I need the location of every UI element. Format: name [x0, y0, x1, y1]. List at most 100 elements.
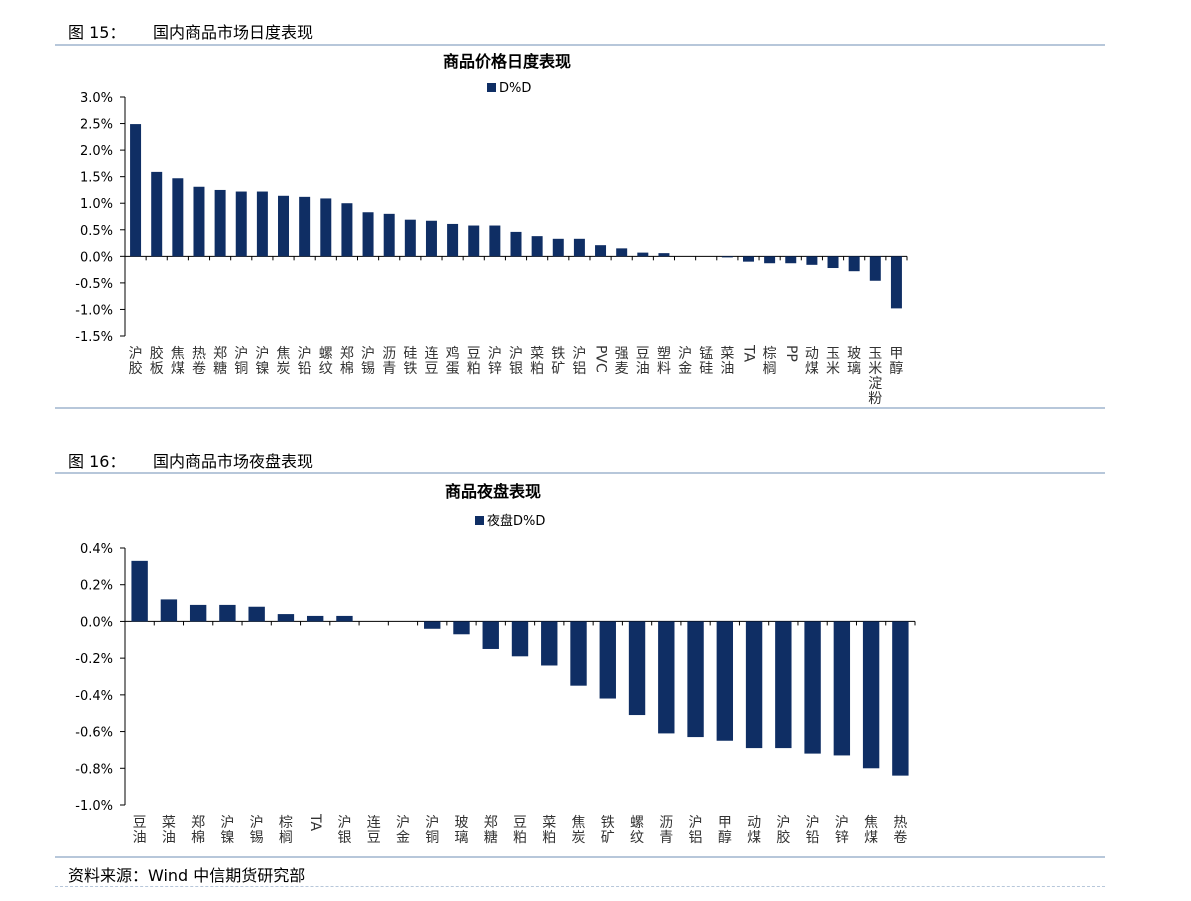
- x-tick-label: 沪银: [509, 346, 523, 377]
- bar: [541, 621, 558, 666]
- bar: [804, 621, 821, 754]
- bar: [628, 621, 646, 716]
- x-tick-label: 沥青: [659, 815, 673, 846]
- bar: [687, 621, 704, 738]
- bar: [833, 621, 851, 756]
- x-tick-label: 沪银: [337, 815, 351, 846]
- x-tick-label: 硅铁: [403, 346, 417, 377]
- bar: [658, 621, 675, 734]
- bar: [341, 203, 353, 257]
- x-tick-label: 郑棉: [340, 346, 354, 377]
- y-tick-label: 2.0%: [80, 144, 113, 159]
- x-tick-label: 焦煤: [864, 815, 878, 846]
- y-tick-label: -0.8%: [75, 762, 113, 777]
- legend-label: 夜盘D%D: [487, 513, 545, 529]
- bar: [214, 189, 226, 257]
- x-tick-label: 甲醇: [718, 815, 732, 846]
- bar: [482, 621, 499, 649]
- bar: [362, 212, 374, 257]
- bar: [424, 621, 441, 629]
- bar: [552, 238, 564, 257]
- figure-15-number: 图 15：: [68, 23, 126, 42]
- x-tick-label: 沪铜: [234, 346, 248, 377]
- x-tick-label: 沪胶: [129, 346, 143, 377]
- x-tick-label: 连豆: [424, 346, 438, 377]
- x-tick-label: 玉米: [826, 346, 840, 377]
- bar: [256, 191, 268, 257]
- x-tick-label: 动煤: [747, 815, 761, 846]
- x-tick-label: 胶板: [150, 345, 164, 377]
- x-tick-label: 热卷: [192, 346, 206, 377]
- bar: [248, 606, 265, 622]
- bar: [869, 256, 881, 281]
- x-tick-label: 郑糖: [213, 346, 227, 377]
- bar: [806, 256, 818, 265]
- x-tick-label: 沪铝: [572, 346, 586, 377]
- bar: [764, 256, 776, 264]
- x-tick-label: PP: [783, 345, 799, 362]
- x-tick-label: 沪锌: [835, 815, 849, 846]
- x-tick-label: 锰硅: [699, 346, 713, 377]
- source-note: 资料来源：Wind 中信期货研究部: [68, 866, 306, 885]
- x-tick-label: 棕榈: [279, 815, 293, 846]
- x-tick-label: 焦炭: [277, 346, 291, 377]
- x-tick-label: 铁矿: [551, 346, 565, 377]
- y-tick-label: 0.0%: [80, 250, 113, 265]
- y-tick-label: -0.5%: [75, 277, 113, 292]
- x-tick-label: 甲醇: [889, 346, 903, 377]
- bar: [599, 621, 616, 699]
- x-tick-label: 菜粕: [530, 346, 544, 377]
- bar: [716, 621, 734, 741]
- x-tick-label: 菜粕: [542, 815, 556, 846]
- figure-16-bottom-rule: [55, 856, 1105, 858]
- bar: [383, 213, 395, 257]
- x-tick-label: 豆粕: [467, 346, 481, 377]
- y-tick-label: -0.2%: [75, 652, 113, 667]
- bar: [745, 621, 763, 749]
- x-tick-label: 沪金: [678, 346, 692, 377]
- x-tick-label: 沪锡: [250, 815, 264, 846]
- y-tick-label: 0.0%: [80, 615, 113, 630]
- bar: [172, 178, 184, 257]
- y-tick-label: 0.5%: [80, 224, 113, 239]
- bar: [453, 621, 470, 635]
- bar: [511, 621, 529, 657]
- bar: [336, 615, 353, 622]
- bar: [277, 614, 295, 622]
- x-tick-label: 沪锌: [488, 346, 502, 377]
- y-tick-label: 2.5%: [80, 118, 113, 133]
- x-tick-label: 豆粕: [513, 815, 527, 846]
- bar: [320, 198, 332, 257]
- bar: [848, 256, 860, 272]
- bar: [299, 196, 311, 257]
- x-tick-label: 沪铝: [689, 815, 703, 846]
- figure-15-header: 图 15： 国内商品市场日度表现: [55, 15, 1105, 43]
- y-tick-label: 1.5%: [80, 171, 113, 186]
- x-tick-label: 沪锡: [361, 346, 375, 377]
- bar: [404, 219, 416, 257]
- y-tick-label: -1.0%: [75, 799, 113, 814]
- x-tick-label: 沪胶: [776, 815, 790, 846]
- figure-16-title: 国内商品市场夜盘表现: [153, 452, 314, 471]
- bar: [637, 252, 649, 257]
- bar: [890, 256, 902, 309]
- x-tick-label: 塑料: [657, 346, 671, 377]
- x-tick-label: 沥青: [382, 346, 396, 377]
- x-tick-label: 菜油: [162, 815, 176, 846]
- figure-15-top-rule: [55, 44, 1105, 46]
- x-tick-label: 菜油: [720, 346, 734, 377]
- bar: [278, 195, 290, 257]
- x-tick-label: 棕榈: [763, 346, 777, 377]
- x-tick-label: 螺纹: [630, 815, 644, 846]
- y-tick-label: 0.2%: [80, 579, 113, 594]
- bar: [193, 186, 205, 257]
- x-tick-label: 沪铜: [425, 815, 439, 846]
- y-tick-label: -0.6%: [75, 726, 113, 741]
- legend-label: D%D: [499, 81, 531, 96]
- y-tick-label: 1.0%: [80, 197, 113, 212]
- x-tick-label: 焦炭: [572, 815, 586, 846]
- x-tick-label: 动煤: [805, 346, 819, 377]
- bar: [827, 256, 839, 269]
- x-tick-label: 铁矿: [601, 815, 615, 846]
- x-tick-label: 玉米淀粉: [868, 346, 882, 407]
